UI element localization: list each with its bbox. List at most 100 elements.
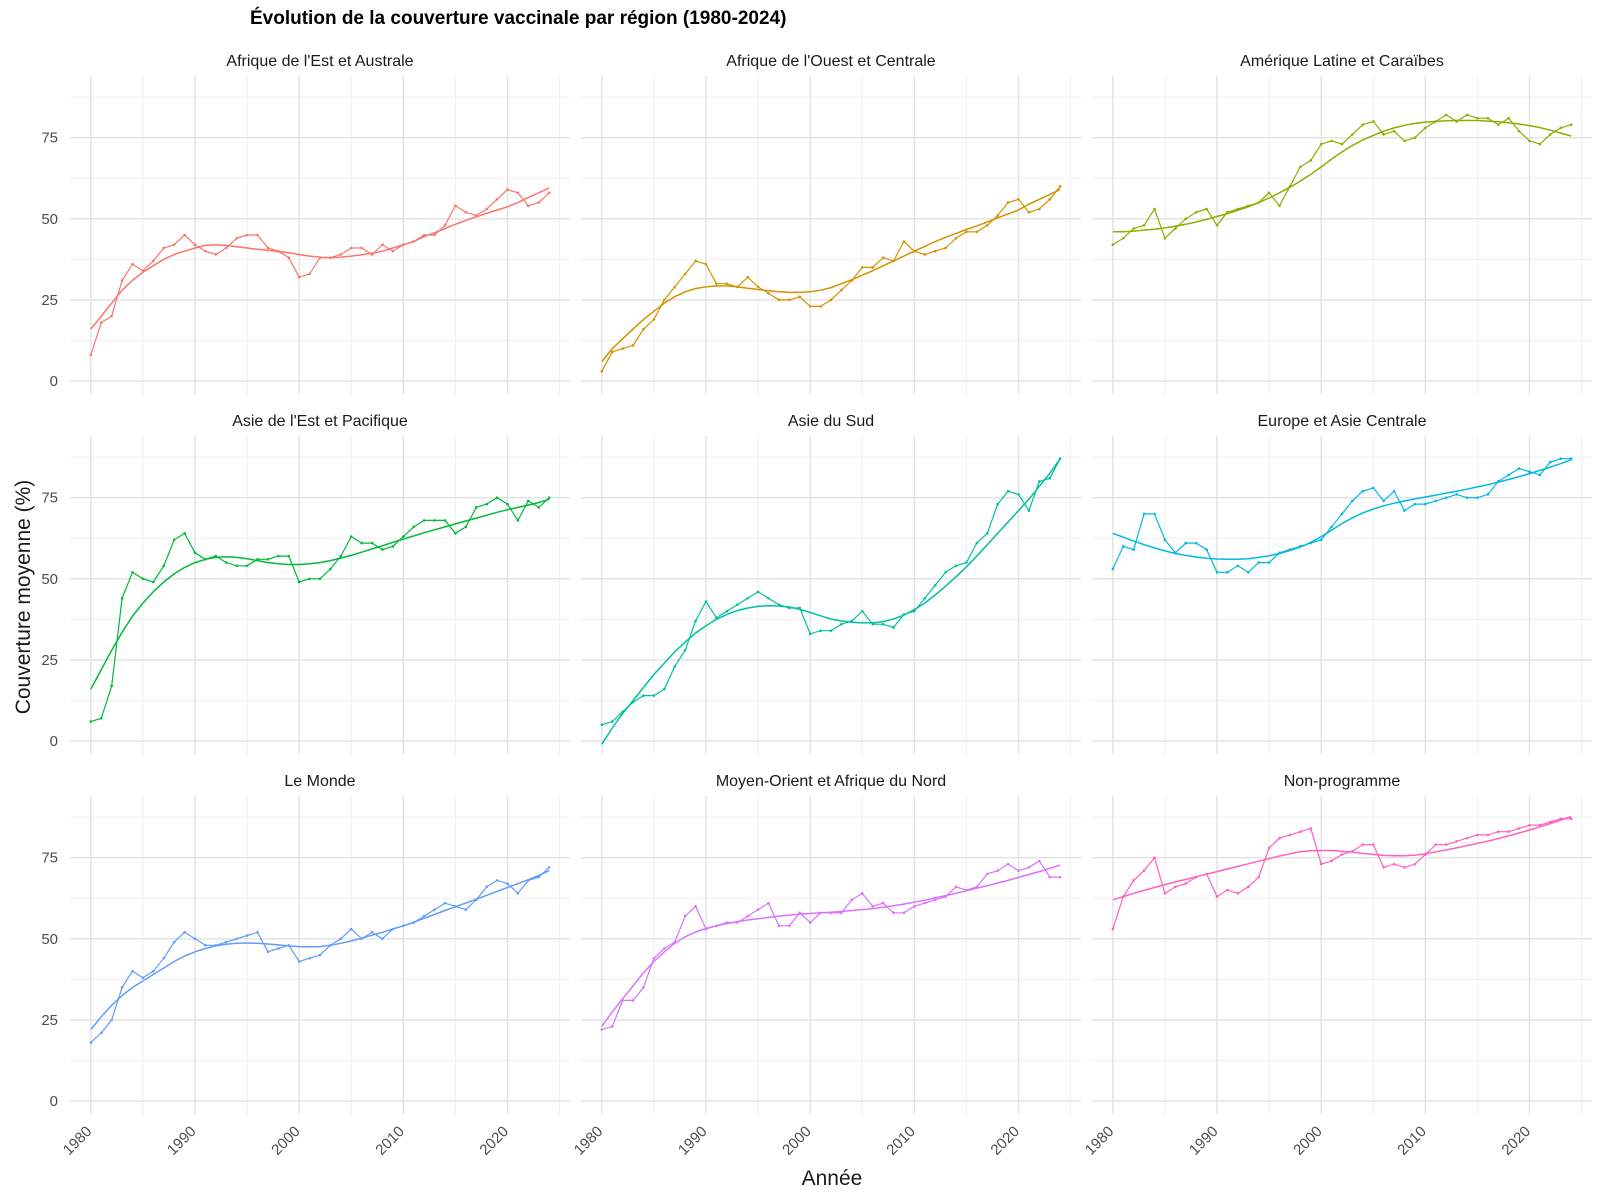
- data-point: [621, 999, 624, 1002]
- data-point: [297, 275, 301, 279]
- data-point: [756, 908, 760, 911]
- data-point: [1444, 113, 1448, 117]
- data-point: [1403, 139, 1406, 143]
- data-point: [287, 943, 291, 947]
- data-point: [1476, 496, 1479, 499]
- data-point: [725, 921, 729, 924]
- data-point: [871, 905, 874, 908]
- data-point: [1496, 830, 1500, 833]
- data-point: [1121, 895, 1125, 898]
- data-point: [412, 525, 416, 529]
- data-point: [996, 869, 999, 872]
- data-point: [89, 1041, 93, 1044]
- data-point: [808, 921, 812, 924]
- data-point: [985, 223, 989, 227]
- data-point: [318, 953, 322, 957]
- series-line: [1112, 818, 1572, 930]
- data-point: [600, 1028, 604, 1031]
- data-point: [881, 622, 885, 626]
- data-point: [495, 198, 499, 201]
- data-point: [933, 249, 937, 253]
- data-point: [840, 911, 843, 915]
- data-point: [881, 256, 885, 260]
- data-point: [1174, 227, 1177, 230]
- data-point: [547, 866, 551, 869]
- data-point: [777, 603, 781, 607]
- data-point: [99, 1031, 103, 1035]
- data-point: [141, 976, 145, 980]
- facet-title: Amérique Latine et Caraïbes: [1240, 53, 1444, 70]
- data-point: [767, 901, 770, 905]
- data-point: [1132, 227, 1135, 230]
- data-point: [172, 940, 176, 944]
- facet-title: Asie de l'Est et Pacifique: [232, 413, 408, 430]
- x-tick-label: 2000: [1290, 1123, 1326, 1159]
- data-point: [485, 502, 488, 506]
- data-point: [99, 717, 103, 720]
- data-point: [610, 720, 614, 723]
- data-point: [819, 629, 822, 632]
- data-point: [1205, 207, 1208, 211]
- data-point: [214, 253, 218, 256]
- data-point: [360, 937, 363, 941]
- data-point: [965, 888, 968, 892]
- data-point: [329, 567, 332, 571]
- data-point: [1444, 496, 1448, 499]
- data-point: [1153, 207, 1156, 211]
- data-point: [1569, 817, 1573, 821]
- data-point: [1163, 892, 1167, 895]
- data-point: [1528, 823, 1531, 827]
- series-trend-line: [601, 864, 1061, 1027]
- data-point: [621, 710, 624, 714]
- data-point: [381, 548, 384, 551]
- data-point: [600, 369, 604, 373]
- data-point: [746, 596, 749, 600]
- series-line: [601, 860, 1061, 1031]
- x-tick-label: 1990: [1186, 1123, 1222, 1159]
- data-point: [1507, 830, 1510, 833]
- data-point: [1403, 866, 1406, 869]
- data-point: [1507, 473, 1510, 477]
- data-point: [537, 201, 541, 204]
- data-point: [277, 249, 280, 253]
- data-point: [1559, 817, 1563, 821]
- data-point: [652, 956, 656, 960]
- data-point: [871, 622, 874, 626]
- data-point: [1017, 493, 1020, 496]
- data-point: [402, 243, 405, 247]
- data-point: [704, 262, 708, 266]
- data-point: [600, 723, 604, 727]
- data-point: [735, 285, 739, 289]
- data-point: [1142, 869, 1146, 872]
- data-point: [683, 648, 687, 652]
- y-tick-label: 50: [41, 931, 58, 948]
- data-point: [798, 911, 802, 915]
- data-point: [829, 911, 833, 915]
- data-point: [1361, 489, 1365, 493]
- data-point: [1496, 480, 1500, 483]
- data-point: [1132, 879, 1135, 882]
- data-point: [965, 230, 968, 234]
- data-point: [1205, 872, 1208, 876]
- data-point: [819, 911, 822, 915]
- data-point: [308, 272, 311, 276]
- y-tick-label: 25: [41, 292, 58, 309]
- data-point: [798, 606, 802, 610]
- data-point: [1486, 833, 1490, 837]
- data-point: [1340, 853, 1344, 856]
- data-point: [715, 616, 718, 620]
- data-point: [1559, 126, 1563, 130]
- data-point: [902, 240, 906, 243]
- data-point: [1236, 207, 1240, 211]
- data-point: [277, 554, 280, 558]
- facet-panel: Le Monde 0 25 50 75 1980 1990 2000 2010 2020: [41, 773, 570, 1159]
- x-tick-label: 2000: [268, 1123, 304, 1159]
- data-point: [704, 927, 708, 931]
- data-point: [1517, 129, 1521, 133]
- data-point: [318, 577, 322, 581]
- data-point: [1319, 538, 1323, 542]
- data-point: [391, 545, 395, 548]
- data-point: [120, 279, 124, 282]
- x-tick-label: 1980: [1082, 1123, 1118, 1159]
- data-point: [1215, 223, 1219, 227]
